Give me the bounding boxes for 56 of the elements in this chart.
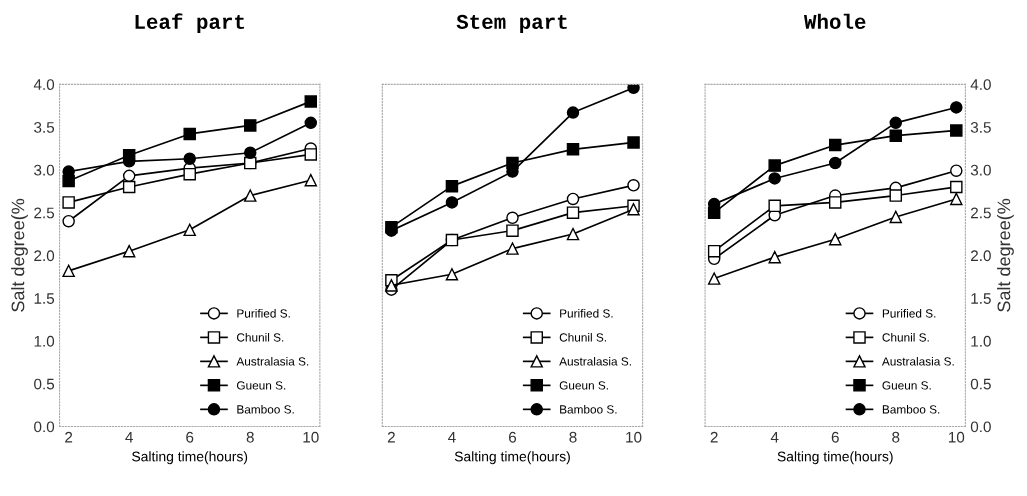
- x-axis-title: Salting time(hours): [777, 451, 893, 465]
- x-tick-label: 2: [387, 431, 395, 443]
- legend-label: Australasia S.: [559, 356, 631, 366]
- x-tick-label: 10: [303, 431, 319, 443]
- x-tick-label: 8: [246, 431, 254, 443]
- y2-tick-label: 1.0: [971, 335, 991, 347]
- legend-label: Bamboo S.: [560, 404, 617, 414]
- chart-title: Leaf part: [135, 13, 244, 34]
- x-tick-label: 6: [509, 431, 517, 443]
- y-tick-label: 4.0: [33, 79, 55, 91]
- x-axis-title: Salting time(hours): [132, 451, 248, 465]
- legend-label: Chunil S.: [237, 332, 284, 342]
- y2-tick-label: 2.0: [971, 250, 991, 262]
- x-tick-label: 10: [948, 431, 965, 443]
- legend-label: Purified S.: [560, 308, 613, 318]
- legend-label: Gueun S.: [882, 381, 931, 390]
- x-tick-label: 4: [770, 431, 779, 443]
- y-tick-label: 0.0: [34, 421, 55, 433]
- y-tick-label: 0.5: [34, 378, 55, 390]
- x-tick-label: 8: [892, 431, 900, 443]
- x-tick-label: 6: [831, 431, 839, 443]
- x-tick-label: 6: [186, 431, 194, 443]
- legend-label: Australasia S.: [881, 356, 954, 366]
- legend-label: Gueun S.: [237, 381, 286, 390]
- legend-label: Purified S.: [882, 308, 936, 318]
- y2-tick-label: 4.0: [970, 79, 991, 91]
- legend-label: Chunil S.: [559, 332, 606, 342]
- y2-tick-label: 0.5: [970, 378, 991, 390]
- legend-label: Bamboo S.: [237, 404, 294, 414]
- chart-title: Stem part: [456, 14, 567, 34]
- legend-label: Gueun S.: [559, 381, 608, 390]
- x-tick-label: 2: [710, 431, 718, 443]
- legend-label: Purified S.: [237, 308, 290, 318]
- y2-tick-label: 0.0: [970, 421, 991, 433]
- x-tick-label: 10: [626, 431, 642, 443]
- legend-label: Chunil S.: [882, 332, 929, 342]
- x-tick-label: 4: [125, 431, 133, 443]
- y2-tick-label: 3.0: [970, 164, 991, 176]
- y-tick-label: 1.0: [34, 335, 55, 347]
- y-tick-label: 2.0: [34, 250, 55, 262]
- y2-axis-title: Salt degree(%: [997, 198, 1014, 312]
- y-axis-title: Salt degree(%: [11, 198, 28, 312]
- y2-tick-label: 1.5: [971, 293, 991, 304]
- x-tick-label: 8: [569, 431, 577, 443]
- legend-label: Bamboo S.: [882, 404, 940, 414]
- chart-title: Whole: [803, 13, 866, 29]
- y-tick-label: 1.5: [34, 293, 55, 304]
- y-tick-label: 3.5: [34, 121, 55, 133]
- x-axis-title: Salting time(hours): [454, 451, 570, 465]
- y2-tick-label: 3.5: [970, 121, 991, 133]
- x-tick-label: 2: [65, 431, 73, 443]
- y-tick-label: 3.0: [34, 164, 55, 176]
- x-tick-label: 4: [448, 431, 456, 443]
- y-tick-label: 2.5: [34, 207, 55, 219]
- y2-tick-label: 2.5: [971, 207, 991, 219]
- legend-label: Australasia S.: [236, 356, 309, 366]
